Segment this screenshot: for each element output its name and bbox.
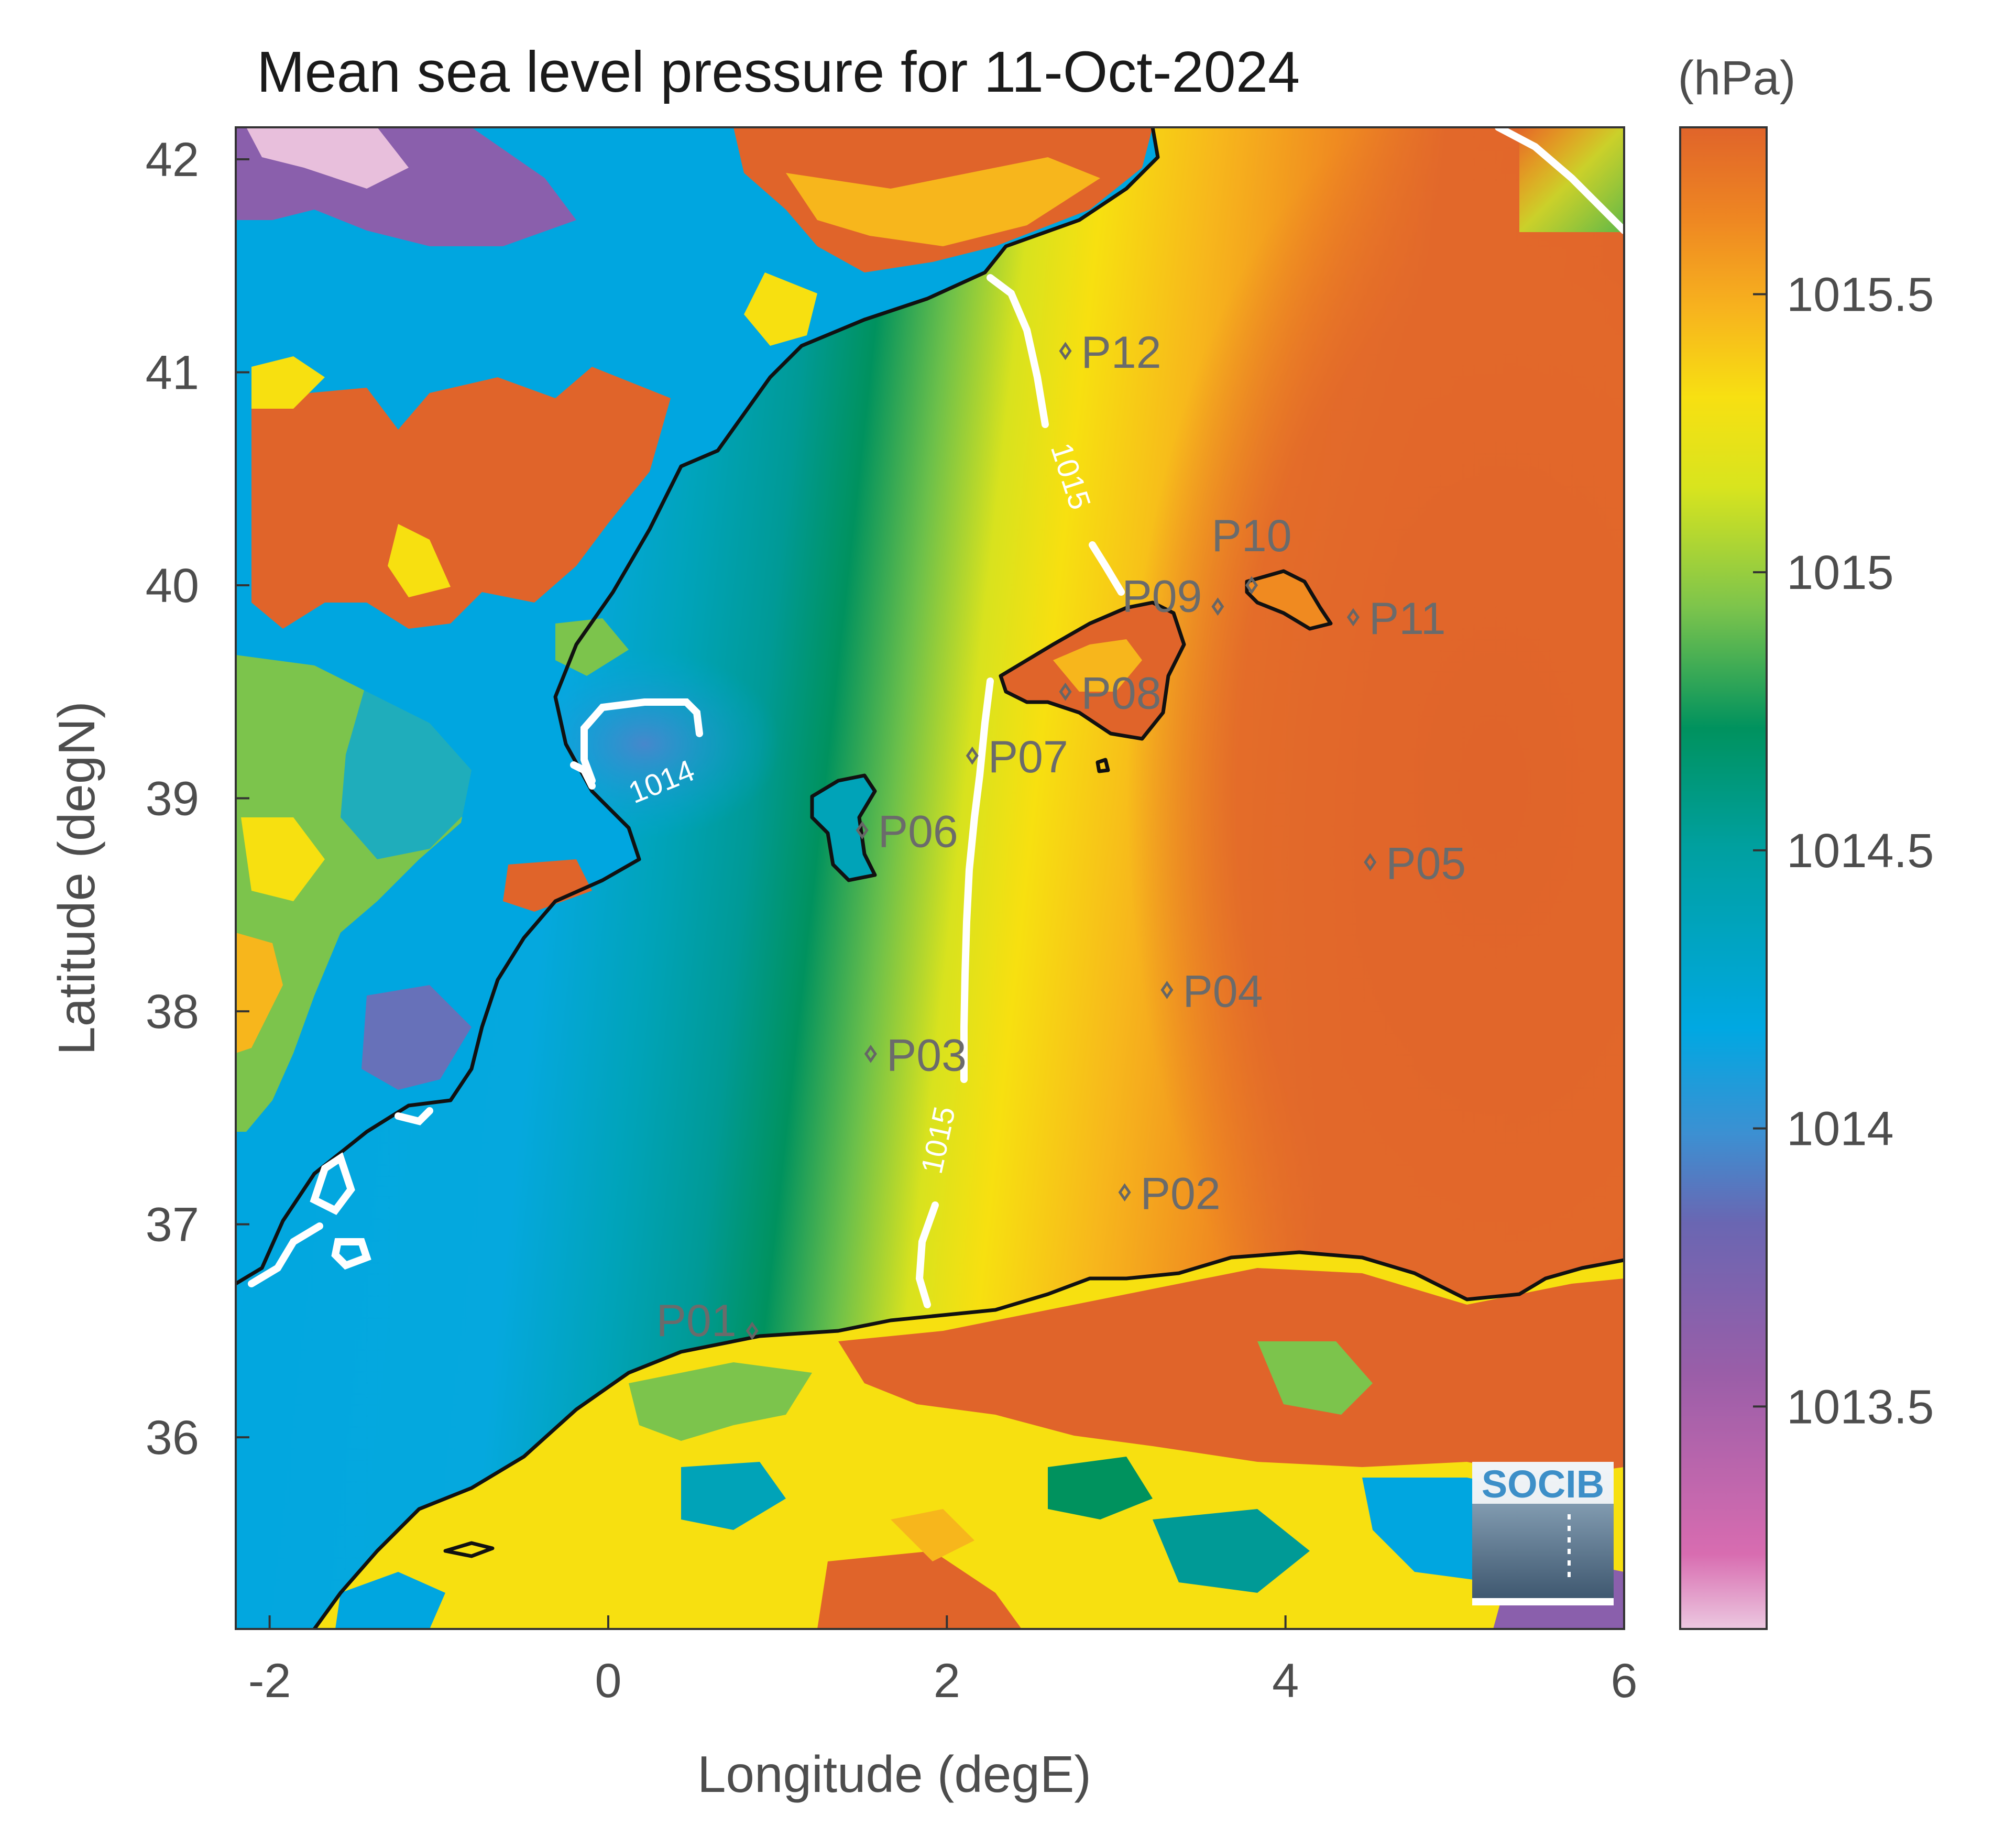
x-tick-label: 2 (934, 1654, 960, 1708)
socib-logo: SOCIB (1472, 1462, 1614, 1605)
y-axis-label: Latitude (degN) (48, 701, 105, 1055)
station-marker-icon (1364, 853, 1377, 871)
contours (248, 127, 1624, 1308)
x-axis-ticks: -2 0 2 4 6 (248, 1615, 1638, 1708)
contour-1016-ne (1495, 127, 1624, 234)
balearic-islands (812, 571, 1331, 880)
contour-1014-sw-c (331, 1238, 371, 1270)
y-tick-label: 37 (146, 1198, 199, 1252)
station-p04: P04 (1160, 966, 1263, 1016)
cabrera-coastline (1095, 758, 1110, 773)
station-label: P09 (1122, 572, 1202, 622)
station-marker-icon (1059, 682, 1072, 701)
coastlines (236, 127, 1624, 1629)
colorbar-units: (hPa) (1678, 51, 1796, 105)
contour-1014-sw-d (395, 1107, 433, 1125)
alboran-coastline (443, 1541, 495, 1558)
colorbar-tick-label: 1015.5 (1787, 268, 1934, 321)
colorbar: (hPa) 1013.5 1014 1014.5 1015 1015.5 (1678, 51, 1934, 1630)
station-label: P04 (1182, 966, 1263, 1016)
y-tick-label: 39 (146, 772, 199, 826)
station-label: P12 (1081, 327, 1162, 378)
station-p05: P05 (1364, 839, 1466, 889)
map-frame (235, 126, 1625, 1630)
station-marker-icon (966, 746, 979, 765)
station-marker-icon (746, 1321, 759, 1340)
y-tick-label: 36 (146, 1411, 199, 1464)
contour-1015-north-b (1089, 541, 1125, 596)
station-label: P06 (878, 807, 958, 857)
y-tick-label: 40 (146, 559, 199, 613)
station-marker-icon (1059, 342, 1072, 360)
y-tick-label: 41 (146, 346, 199, 400)
colorbar-tick-label: 1014.5 (1787, 824, 1934, 878)
station-p12: P12 (1059, 327, 1162, 378)
socib-logo-text: SOCIB (1482, 1462, 1604, 1506)
high-pressure-core (1126, 127, 1624, 1493)
contour-1014-west (570, 761, 596, 790)
station-marker-icon (856, 821, 869, 839)
x-tick-label: 4 (1272, 1654, 1299, 1708)
contour-1015-south-b (915, 1201, 939, 1308)
station-marker-icon (864, 1044, 877, 1063)
africa-coastline (313, 1250, 1624, 1629)
mallorca-coastline (999, 600, 1186, 741)
contour-1015-south (960, 677, 994, 1083)
station-p06: P06 (856, 807, 958, 857)
station-p01: P01 (656, 1296, 759, 1346)
station-label: P01 (656, 1296, 737, 1346)
chart-title: Mean sea level pressure for 11-Oct-2024 (257, 40, 1300, 104)
station-p08: P08 (1059, 668, 1162, 718)
station-label: P07 (988, 732, 1068, 782)
contour-1014-loop (580, 698, 703, 784)
contour-1014-sw-b (310, 1152, 355, 1215)
colorbar-ticks: 1013.5 1014 1014.5 1015 1015.5 (1753, 268, 1934, 1434)
contour-1014-sw-a (248, 1222, 323, 1287)
y-tick-label: 42 (146, 133, 199, 187)
station-label: P11 (1369, 594, 1446, 644)
station-label: P10 (1212, 511, 1292, 561)
ibiza-coastline (810, 773, 877, 882)
x-tick-label: 6 (1610, 1654, 1637, 1708)
station-marker-icon (1118, 1183, 1131, 1202)
x-tick-label: -2 (248, 1654, 291, 1708)
station-label: P05 (1386, 839, 1466, 889)
station-label: P02 (1141, 1169, 1221, 1219)
colorbar-tick-label: 1014 (1787, 1102, 1894, 1156)
north-africa-land (236, 1252, 1624, 1629)
iberia-land (236, 127, 1158, 1284)
station-p07: P07 (966, 732, 1068, 782)
colorbar-tick-label: 1015 (1787, 546, 1894, 599)
station-label: P03 (886, 1030, 967, 1080)
colorbar-tick-label: 1013.5 (1787, 1380, 1934, 1434)
station-p03: P03 (864, 1030, 967, 1080)
x-tick-label: 0 (595, 1654, 621, 1708)
map-area: 1014 1015 1015 SOCIB (236, 127, 1624, 1629)
colorbar-gradient (1679, 126, 1768, 1630)
station-p02: P02 (1118, 1169, 1221, 1219)
station-marker-icon (1346, 608, 1360, 627)
station-p10: P10 (1212, 511, 1292, 595)
station-p11: P11 (1346, 594, 1446, 644)
iberia-coastline (236, 127, 1160, 1286)
station-marker-icon (1245, 576, 1258, 595)
x-axis-label: Longitude (degE) (697, 1745, 1091, 1803)
y-tick-label: 38 (146, 985, 199, 1038)
station-marker-icon (1160, 981, 1174, 999)
station-p09: P09 (1122, 572, 1224, 622)
station-label: P08 (1081, 668, 1162, 718)
station-marker-icon (1211, 597, 1224, 616)
menorca-coastline (1245, 569, 1333, 631)
y-axis-ticks: 36 37 38 39 40 41 42 (146, 133, 249, 1464)
contour-1015-north (987, 274, 1049, 428)
